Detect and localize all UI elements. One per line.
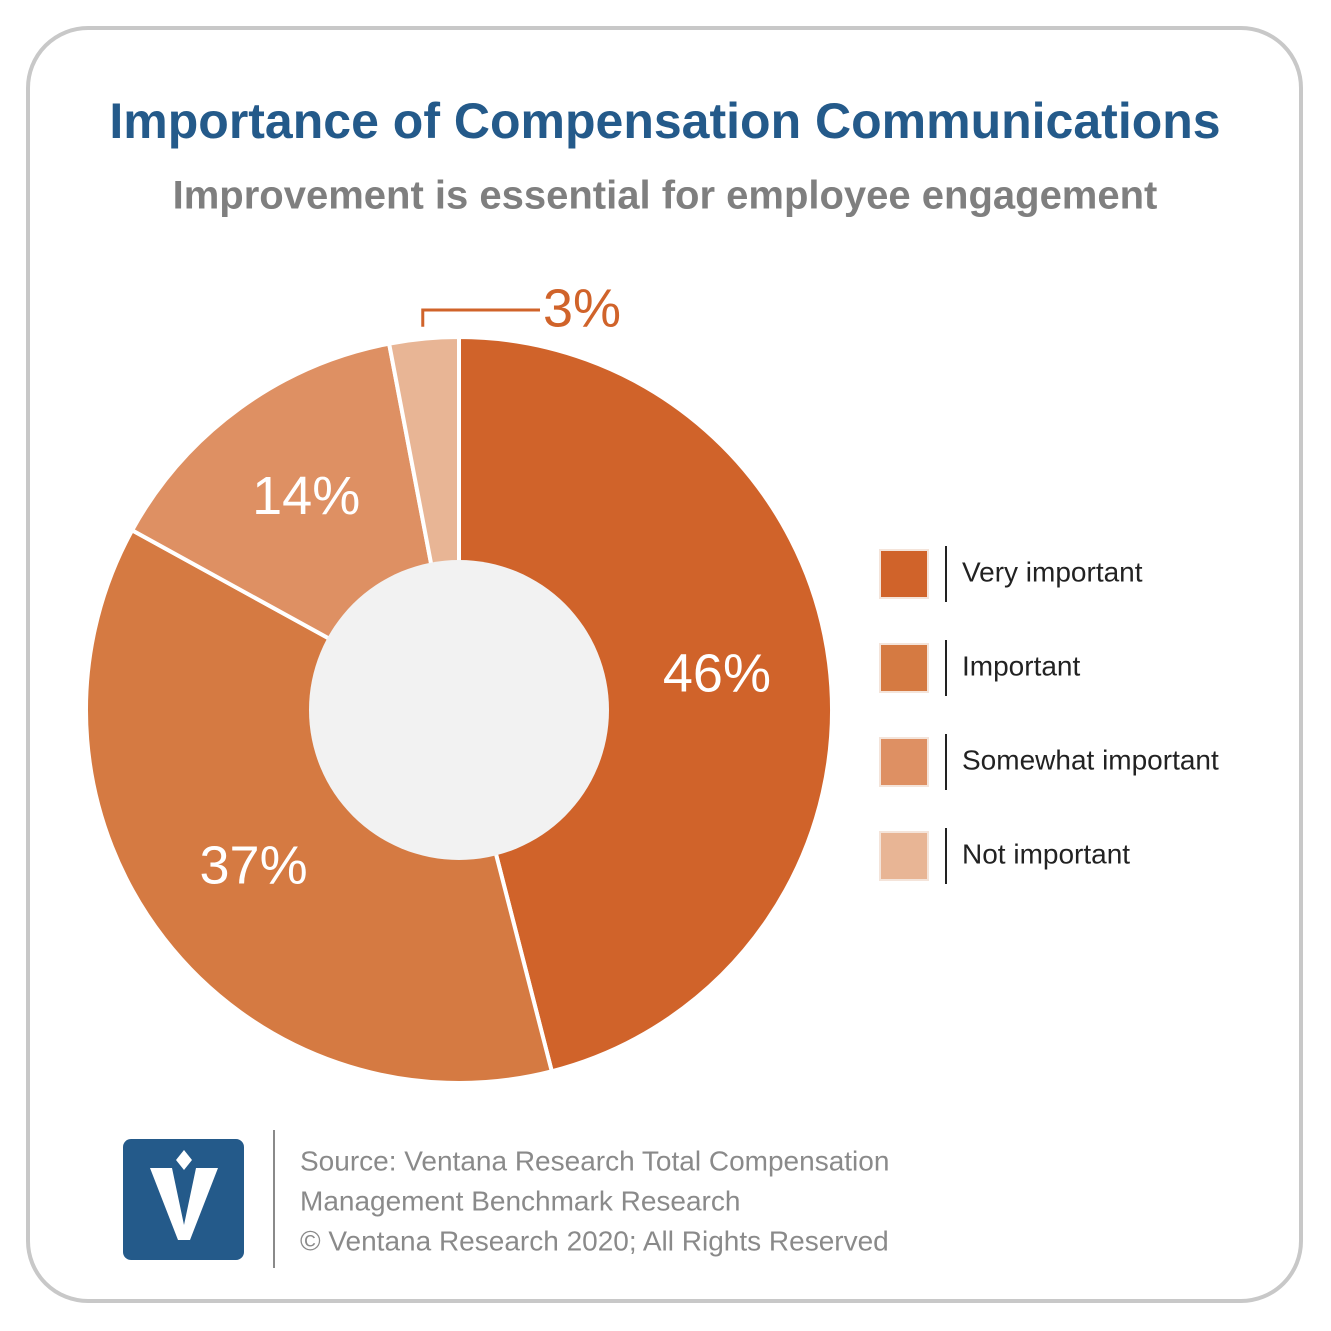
value-label: 14%	[252, 466, 360, 526]
value-label: 3%	[543, 278, 621, 338]
source-line: Source: Ventana Research Total Compensat…	[300, 1145, 889, 1176]
slice	[457, 334, 834, 1074]
legend-swatch	[879, 643, 929, 693]
legend-swatch	[879, 737, 929, 787]
logo-mark	[150, 1168, 218, 1240]
source-line: © Ventana Research 2020; All Rights Rese…	[300, 1225, 889, 1256]
donut-hole	[309, 560, 609, 860]
legend-label: Important	[962, 650, 1080, 681]
legend-label: Very important	[962, 556, 1143, 587]
source-line: Management Benchmark Research	[300, 1185, 740, 1216]
value-label: 46%	[663, 644, 771, 704]
legend-swatch	[879, 831, 929, 881]
legend-swatch	[879, 549, 929, 599]
value-label: 37%	[200, 836, 308, 896]
logo-diamond	[176, 1150, 192, 1170]
slice	[84, 527, 555, 1085]
chart-title: Importance of Compensation Communication…	[109, 93, 1220, 149]
legend-label: Not important	[962, 838, 1130, 869]
logo	[123, 1139, 244, 1260]
leader-line	[421, 308, 540, 327]
legend-label: Somewhat important	[962, 744, 1219, 775]
chart-subtitle: Improvement is essential for employee en…	[173, 174, 1158, 218]
